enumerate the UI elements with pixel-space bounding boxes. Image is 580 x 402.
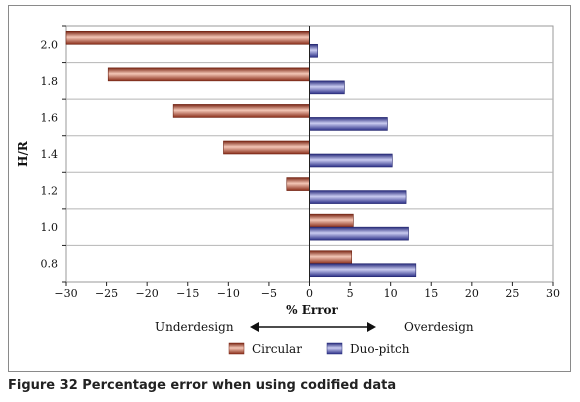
y-tick-label: 1.6 [41, 111, 59, 124]
x-axis-label: % Error [286, 303, 338, 317]
y-tick-label: 2.0 [41, 38, 59, 51]
x-tick-label: −25 [95, 287, 118, 300]
x-tick-label: −10 [217, 287, 240, 300]
y-axis-ticks: 2.0 1.8 1.6 1.4 1.2 1.0 0.8 [41, 25, 66, 283]
bar-duo-pitch-1-8 [309, 80, 345, 95]
bar-duo-pitch-1-2 [309, 190, 407, 204]
bar-duo-pitch-1-0 [309, 226, 409, 241]
bar-circular-0-8 [309, 250, 353, 265]
x-tick-label: 5 [347, 287, 354, 300]
legend-label-duo-pitch: Duo-pitch [350, 342, 410, 356]
figure-caption: Figure 32 Percentage error when using co… [8, 378, 397, 393]
bar-circular-2-0 [65, 30, 310, 45]
y-tick-label: 0.8 [41, 258, 59, 271]
legend-swatch-circular [228, 342, 245, 355]
x-tick-label: 0 [306, 287, 313, 300]
legend-label-circular: Circular [252, 342, 302, 356]
x-tick-label: 25 [505, 287, 519, 300]
bar-duo-pitch-0-8 [309, 263, 417, 278]
x-axis-ticks: −30 −25 −20 −15 −10 −5 0 5 10 15 20 25 30 [54, 282, 560, 300]
x-tick-label: −15 [176, 287, 199, 300]
y-axis-label: H/R [16, 140, 30, 167]
x-tick-label: −5 [261, 287, 277, 300]
y-tick-label: 1.4 [41, 148, 59, 161]
double-arrow-icon [250, 322, 376, 332]
x-tick-label: 20 [465, 287, 479, 300]
bar-chart: 2.0 1.8 1.6 1.4 1.2 1.0 0.8 −30 −25 −20 −15 −10 −5 0… [16, 25, 560, 356]
bar-circular-1-0 [309, 213, 354, 228]
bar-duo-pitch-1-6 [309, 117, 388, 131]
bar-circular-1-6 [172, 104, 310, 118]
x-tick-label: 10 [384, 287, 398, 300]
bar-circular-1-2 [286, 177, 310, 191]
bar-circular-1-4 [223, 140, 310, 155]
bars [65, 30, 417, 278]
x-tick-label: 30 [546, 287, 560, 300]
x-tick-label: −20 [136, 287, 159, 300]
underdesign-label: Underdesign [155, 320, 234, 334]
bar-duo-pitch-1-4 [309, 153, 393, 168]
y-tick-label: 1.8 [41, 75, 59, 88]
y-tick-label: 1.2 [41, 185, 59, 198]
bar-circular-1-8 [107, 67, 310, 82]
y-tick-label: 1.0 [41, 221, 59, 234]
legend-swatch-duo-pitch [326, 342, 343, 355]
overdesign-label: Overdesign [404, 320, 474, 334]
x-tick-label: 15 [424, 287, 438, 300]
legend: Circular Duo-pitch [228, 342, 410, 356]
bar-duo-pitch-2-0 [309, 43, 318, 58]
x-tick-label: −30 [54, 287, 77, 300]
